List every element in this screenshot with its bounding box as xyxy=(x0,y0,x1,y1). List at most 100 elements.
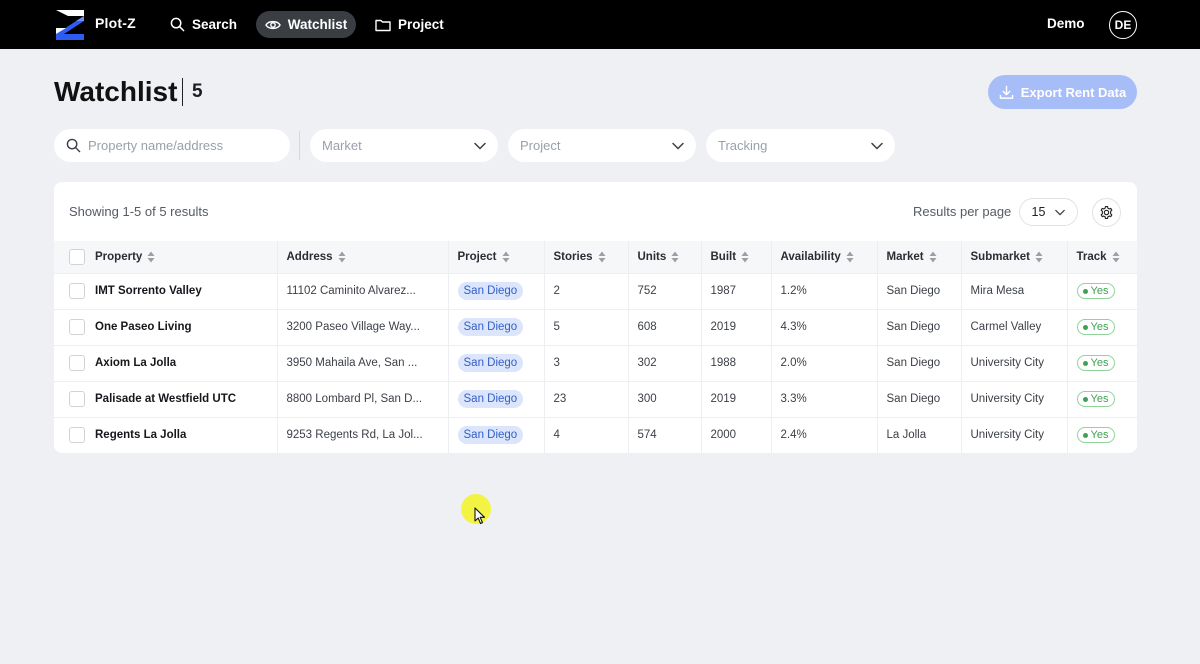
sort-icon[interactable] xyxy=(846,251,854,263)
track-toggle[interactable]: Yes xyxy=(1076,355,1116,371)
property-name[interactable]: Palisade at Westfield UTC xyxy=(95,393,237,406)
column-header-stories[interactable]: Stories xyxy=(544,241,629,273)
sort-icon[interactable] xyxy=(671,251,679,263)
sort-icon[interactable] xyxy=(741,251,749,263)
market-select-label: Market xyxy=(322,138,362,153)
download-icon xyxy=(999,85,1014,99)
tracking-select[interactable]: Tracking xyxy=(706,129,895,162)
availability-cell: 1.2% xyxy=(771,273,878,309)
track-cell: Yes xyxy=(1067,417,1137,453)
gear-icon xyxy=(1100,206,1113,219)
column-header-market[interactable]: Market xyxy=(877,241,962,273)
project-select[interactable]: Project xyxy=(508,129,696,162)
user-name[interactable]: Demo xyxy=(1047,16,1085,31)
column-header-availability[interactable]: Availability xyxy=(771,241,878,273)
property-name[interactable]: Regents La Jolla xyxy=(95,429,187,442)
table-row[interactable]: Regents La Jolla 9253 Regents Rd, La Jol… xyxy=(54,417,1137,453)
market-select[interactable]: Market xyxy=(310,129,498,162)
track-toggle[interactable]: Yes xyxy=(1076,427,1116,444)
property-cell[interactable]: One Paseo Living xyxy=(54,309,278,345)
avatar[interactable]: DE xyxy=(1109,11,1137,39)
folder-icon xyxy=(375,19,391,31)
property-name[interactable]: IMT Sorrento Valley xyxy=(95,285,202,298)
sort-icon[interactable] xyxy=(502,251,510,263)
sort-icon[interactable] xyxy=(338,251,346,263)
export-rent-data-button[interactable]: Export Rent Data xyxy=(988,75,1137,109)
export-label: Export Rent Data xyxy=(1020,84,1127,100)
column-header-units[interactable]: Units xyxy=(628,241,702,273)
project-badge[interactable]: San Diego xyxy=(457,318,524,336)
column-header-property[interactable]: Property xyxy=(54,241,278,273)
project-cell: San Diego xyxy=(448,417,545,453)
project-badge[interactable]: San Diego xyxy=(457,426,524,445)
property-cell[interactable]: Axiom La Jolla xyxy=(54,345,278,381)
row-checkbox[interactable] xyxy=(69,319,85,335)
built-cell: 2019 xyxy=(701,309,772,345)
page-title: Watchlist xyxy=(54,76,178,107)
results-per-page-select[interactable]: 15 xyxy=(1019,198,1078,226)
property-search-field[interactable] xyxy=(54,129,290,162)
nav-search[interactable]: Search xyxy=(160,11,247,38)
table-row[interactable]: Palisade at Westfield UTC 8800 Lombard P… xyxy=(54,381,1137,417)
row-checkbox[interactable] xyxy=(69,391,85,407)
results-summary: Showing 1-5 of 5 results xyxy=(69,204,209,219)
address-cell: 9253 Regents Rd, La Jol... xyxy=(277,417,449,453)
property-search-input[interactable] xyxy=(88,138,278,153)
table-row[interactable]: One Paseo Living 3200 Paseo Village Way.… xyxy=(54,309,1137,345)
built-cell: 1987 xyxy=(701,273,772,309)
eye-icon xyxy=(264,20,281,29)
stories-cell: 3 xyxy=(544,345,629,381)
row-checkbox[interactable] xyxy=(69,427,85,444)
track-label: Yes xyxy=(1090,357,1109,369)
project-badge[interactable]: San Diego xyxy=(457,354,524,372)
column-header-label: Market xyxy=(886,250,924,263)
column-header-address[interactable]: Address xyxy=(277,241,449,273)
column-header-track[interactable]: Track xyxy=(1067,241,1137,273)
track-cell: Yes xyxy=(1067,309,1137,345)
track-cell: Yes xyxy=(1067,345,1137,381)
submarket-cell: University City xyxy=(961,381,1068,417)
submarket-cell: Mira Mesa xyxy=(961,273,1068,309)
results-per-page-label: Results per page xyxy=(913,204,1012,219)
nav-project-label: Project xyxy=(398,17,444,32)
table-settings-button[interactable] xyxy=(1092,198,1121,227)
status-dot-icon xyxy=(1082,396,1088,402)
project-badge[interactable]: San Diego xyxy=(457,282,524,300)
column-header-project[interactable]: Project xyxy=(448,241,545,273)
sort-icon[interactable] xyxy=(598,251,606,263)
table-row[interactable]: IMT Sorrento Valley 11102 Caminito Alvar… xyxy=(54,273,1137,309)
property-cell[interactable]: IMT Sorrento Valley xyxy=(54,273,278,309)
property-cell[interactable]: Regents La Jolla xyxy=(54,417,278,453)
property-name[interactable]: Axiom La Jolla xyxy=(95,357,177,370)
market-cell: San Diego xyxy=(877,309,962,345)
table-row[interactable]: Axiom La Jolla 3950 Mahaila Ave, San ...… xyxy=(54,345,1137,381)
stories-cell: 5 xyxy=(544,309,629,345)
select-all-checkbox[interactable] xyxy=(69,248,85,265)
track-label: Yes xyxy=(1090,321,1109,333)
property-name[interactable]: One Paseo Living xyxy=(95,321,192,334)
plot-z-logo[interactable] xyxy=(54,8,86,40)
column-header-built[interactable]: Built xyxy=(701,241,772,273)
sort-icon[interactable] xyxy=(1112,251,1120,263)
sort-icon[interactable] xyxy=(147,251,155,263)
sort-icon[interactable] xyxy=(929,251,937,263)
market-cell: San Diego xyxy=(877,273,962,309)
nav-project[interactable]: Project xyxy=(365,11,454,38)
nav-watchlist[interactable]: Watchlist xyxy=(256,11,356,38)
project-badge[interactable]: San Diego xyxy=(457,390,524,408)
units-cell: 300 xyxy=(628,381,702,417)
property-cell[interactable]: Palisade at Westfield UTC xyxy=(54,381,278,417)
sort-icon[interactable] xyxy=(1035,251,1043,263)
row-checkbox[interactable] xyxy=(69,355,85,371)
address-cell: 3950 Mahaila Ave, San ... xyxy=(277,345,449,381)
chevron-down-icon xyxy=(871,142,883,150)
stories-cell: 23 xyxy=(544,381,629,417)
column-header-label: Track xyxy=(1076,250,1107,263)
row-checkbox[interactable] xyxy=(69,283,85,299)
track-toggle[interactable]: Yes xyxy=(1076,391,1116,407)
track-toggle[interactable]: Yes xyxy=(1076,319,1116,335)
column-header-label: Units xyxy=(637,250,667,263)
column-header-submarket[interactable]: Submarket xyxy=(961,241,1068,273)
project-cell: San Diego xyxy=(448,345,545,381)
track-toggle[interactable]: Yes xyxy=(1076,283,1116,299)
